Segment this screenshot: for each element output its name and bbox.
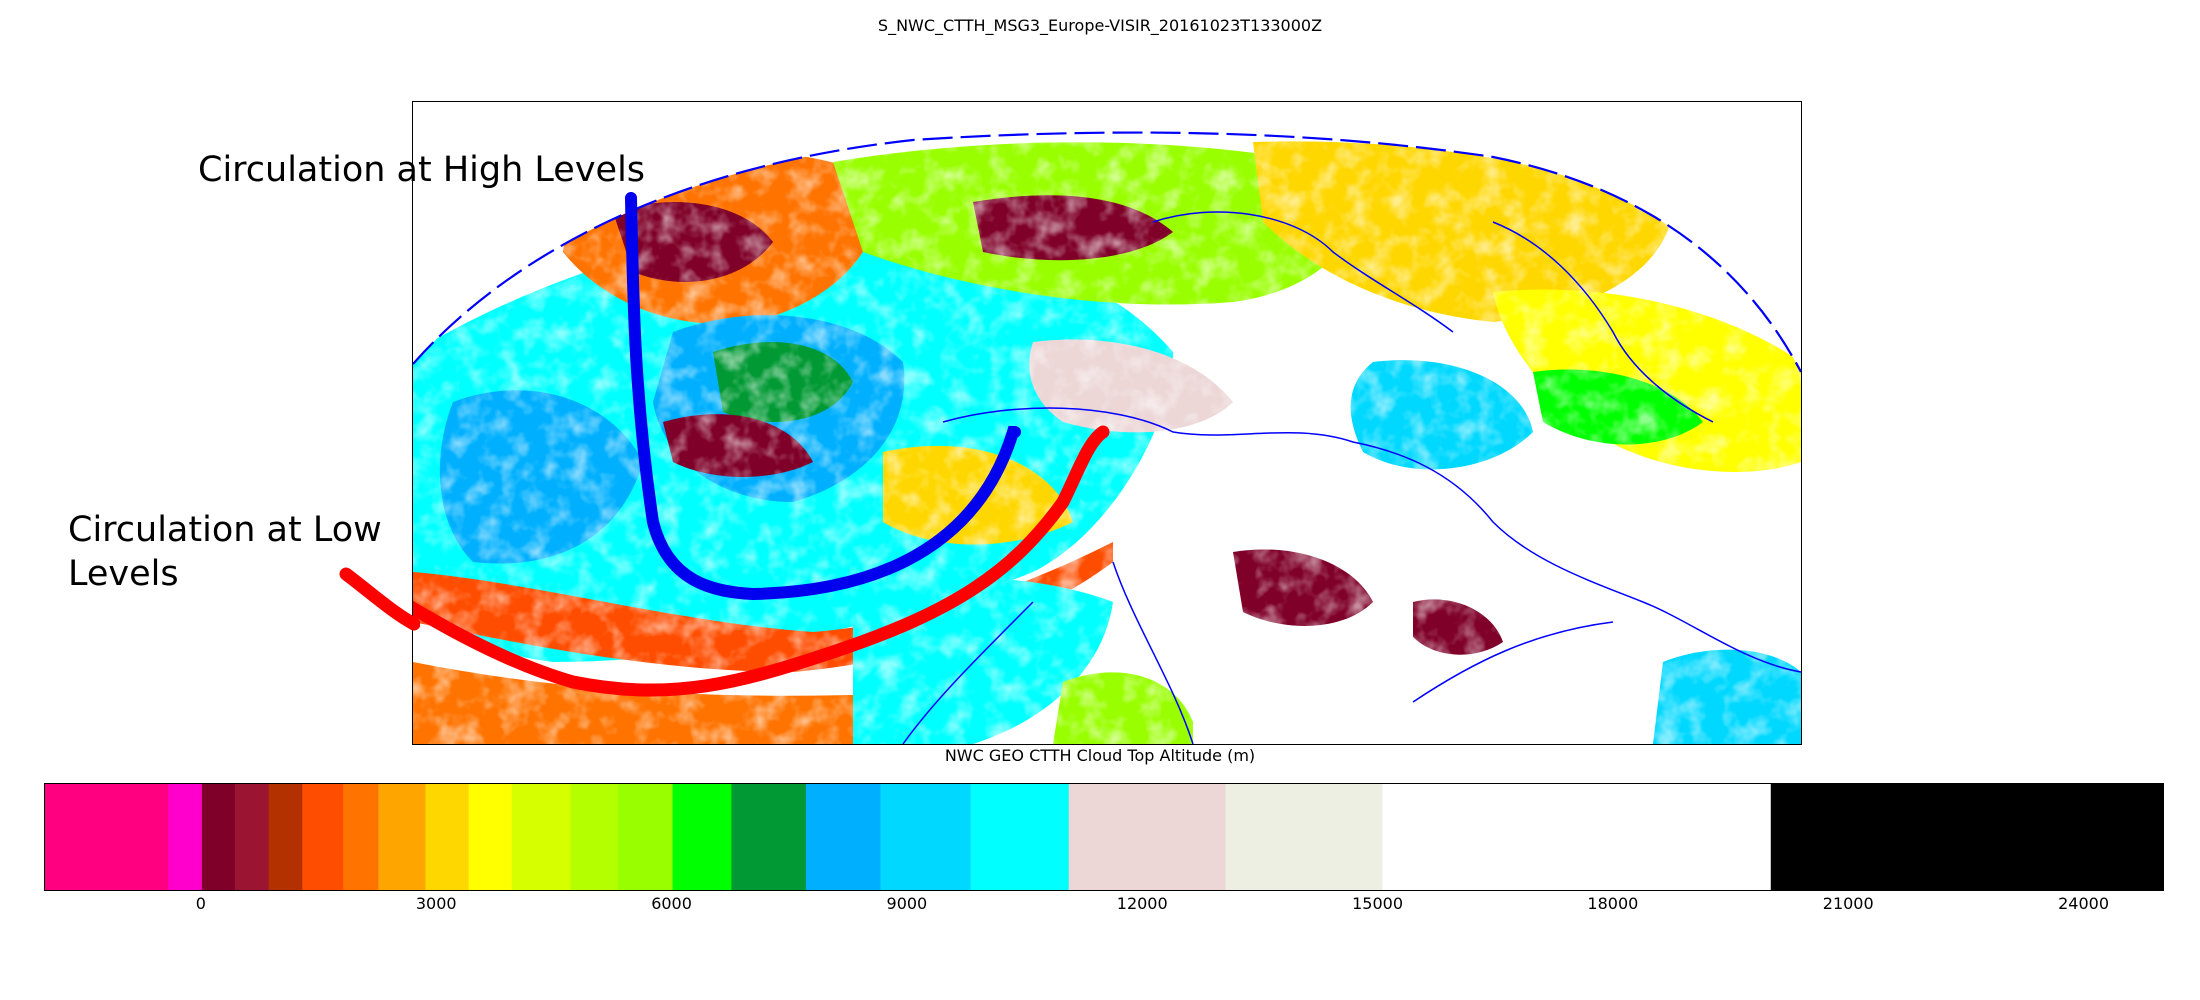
colorbar-tick-label: 0 (195, 894, 206, 913)
colorbar-bin-11 (570, 784, 619, 890)
satellite-cloud-map (412, 101, 1802, 745)
low-level-circulation-line (413, 425, 1110, 697)
colorbar-bin-0 (45, 784, 169, 890)
colorbar-bin-5 (302, 784, 344, 890)
colorbar-tick-label: 24000 (2058, 894, 2109, 913)
colorbar-tick-label: 18000 (1587, 894, 1639, 913)
colorbar-bin-8 (425, 784, 470, 890)
colorbar-bin-12 (617, 784, 674, 890)
colorbar-bin-14 (731, 784, 807, 890)
colorbar-bin-3 (234, 784, 270, 890)
colorbar-bin-1 (168, 784, 203, 890)
colorbar-bin-6 (343, 784, 379, 890)
colorbar-bin-2 (201, 784, 236, 890)
colorbar-bin-13 (672, 784, 732, 890)
colorbar-bin-7 (378, 784, 427, 890)
high-level-circulation-line (625, 192, 1021, 601)
colorbar-bin-15 (805, 784, 882, 890)
colorbar-tick-label: 21000 (1822, 894, 1874, 913)
earth-disk (413, 132, 1801, 744)
colorbar-bin-17 (970, 784, 1070, 890)
annotation-low-levels: Circulation at Low Levels (68, 510, 382, 594)
colorbar-tick-label: 12000 (1116, 894, 1168, 913)
colorbar-bin-9 (468, 784, 513, 890)
colorbar-tick-label: 3000 (415, 894, 457, 913)
map-title: S_NWC_CTTH_MSG3_Europe-VISIR_20161023T13… (877, 16, 1323, 35)
colorbar-bins (45, 784, 2163, 890)
colorbar-tick-label: 6000 (651, 894, 692, 913)
colorbar-label: NWC GEO CTTH Cloud Top Altitude (m) (944, 746, 1256, 765)
colorbar-tick-label: 15000 (1352, 894, 1403, 913)
cloud-field-map (413, 131, 1801, 744)
coastline-lines (413, 131, 1801, 744)
colorbar (44, 783, 2164, 891)
low-level-circulation-tail (339, 567, 420, 631)
colorbar-bin-18 (1068, 784, 1227, 890)
annotation-high-levels: Circulation at High Levels (198, 150, 646, 190)
colorbar-tick-label: 9000 (886, 894, 928, 913)
colorbar-bin-4 (268, 784, 303, 890)
colorbar-bin-21 (1770, 784, 2163, 890)
colorbar-bin-20 (1382, 784, 1772, 890)
colorbar-bin-19 (1225, 784, 1384, 890)
colorbar-bin-16 (880, 784, 972, 890)
colorbar-bin-10 (511, 784, 572, 890)
